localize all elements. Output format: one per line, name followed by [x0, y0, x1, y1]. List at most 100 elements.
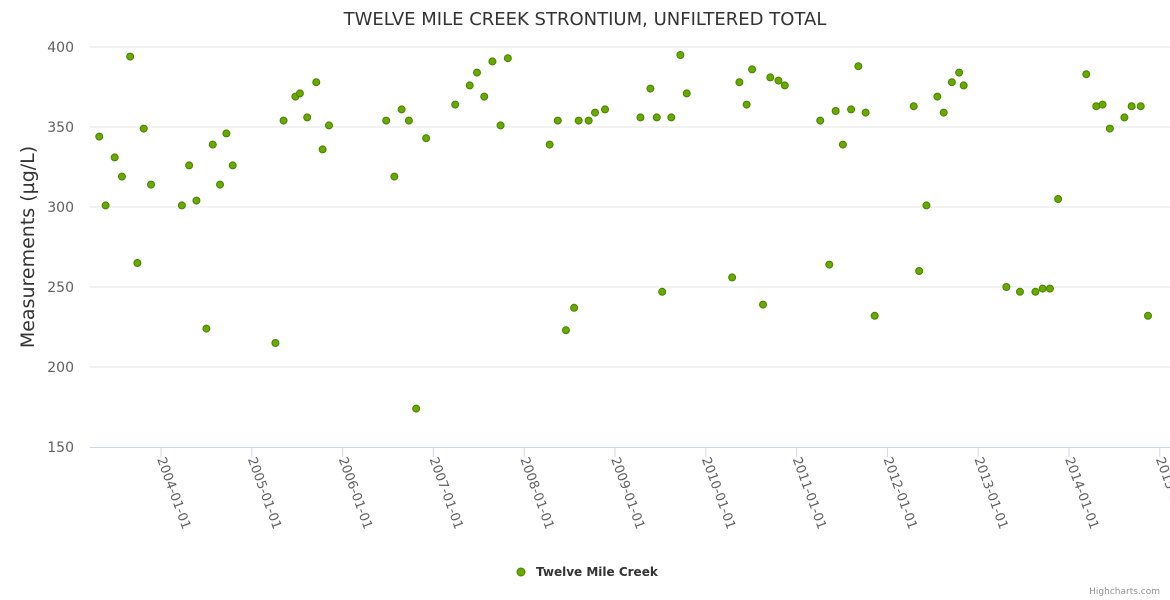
y-tick-label: 200 [47, 360, 74, 376]
y-axis-ticks: 150 200 250 300 350 400 [47, 40, 74, 456]
data-point [735, 78, 744, 87]
data-point [658, 287, 667, 296]
data-point [133, 259, 142, 267]
x-tick-label: 2013-01-01 [970, 455, 1010, 531]
data-point [117, 172, 126, 181]
data-point [185, 161, 194, 170]
data-point [682, 89, 691, 98]
x-tick-label: 2014-01-01 [1061, 455, 1101, 531]
data-point [1031, 287, 1040, 296]
data-point [759, 300, 768, 309]
data-point [271, 339, 280, 347]
y-tick-label: 150 [47, 440, 74, 456]
data-point [1105, 124, 1114, 133]
data-point [480, 92, 489, 101]
data-point [915, 267, 924, 275]
data-point [947, 78, 956, 87]
data-point [318, 145, 327, 154]
data-point [303, 113, 312, 122]
data-point [139, 124, 148, 133]
data-point [95, 132, 104, 141]
data-point [1143, 311, 1152, 320]
data-point [545, 140, 554, 149]
data-point [101, 201, 110, 210]
series-points [95, 51, 1152, 413]
legend-marker [516, 567, 526, 577]
data-point [147, 180, 156, 189]
data-point [667, 113, 676, 122]
x-tick-label: 2011-01-01 [789, 455, 829, 531]
x-tick-label: 2006-01-01 [335, 455, 375, 531]
data-point [933, 92, 942, 101]
data-point [742, 100, 751, 109]
data-point [1054, 195, 1063, 203]
data-point [1015, 287, 1024, 296]
data-point [126, 52, 135, 61]
data-point [177, 201, 186, 210]
grid [90, 46, 1170, 368]
data-point [676, 51, 685, 59]
data-point [1098, 100, 1107, 109]
data-point [496, 121, 505, 130]
data-point [636, 113, 645, 122]
data-point [652, 113, 661, 122]
x-tick-label: 2004-01-01 [153, 455, 193, 531]
data-point [646, 84, 655, 93]
data-point [390, 172, 399, 181]
data-point [222, 129, 231, 138]
credits-link[interactable]: Highcharts.com [1089, 587, 1160, 597]
data-point [816, 116, 825, 125]
data-point [228, 161, 237, 170]
data-point [404, 116, 413, 125]
data-point [870, 311, 879, 320]
data-point [465, 81, 474, 90]
y-axis-title: Measurements (µg/L) [17, 146, 39, 348]
data-point [1082, 70, 1091, 79]
data-point [1038, 284, 1047, 293]
data-point [570, 303, 579, 312]
data-point [766, 73, 775, 82]
data-point [591, 108, 600, 117]
data-point [780, 81, 789, 90]
data-point [110, 153, 119, 162]
data-point [472, 68, 481, 77]
data-point [279, 116, 288, 125]
data-point [847, 105, 856, 114]
data-point [774, 76, 783, 85]
x-axis: 2004-01-01 2005-01-01 2006-01-01 2007-01-01… [90, 447, 1170, 531]
x-tick-label: 2015-01-01 [1152, 455, 1170, 531]
data-point [959, 81, 968, 90]
data-point [922, 201, 931, 210]
data-point [909, 102, 918, 111]
data-point [574, 116, 583, 125]
x-tick-label: 2009-01-01 [607, 455, 647, 531]
y-tick-label: 400 [47, 40, 74, 56]
data-point [831, 107, 840, 115]
data-point [1120, 113, 1129, 122]
data-point [312, 78, 321, 87]
legend-item-twelve-mile-creek[interactable]: Twelve Mile Creek [536, 565, 659, 579]
data-point [861, 108, 870, 117]
x-tick-label: 2012-01-01 [880, 455, 920, 531]
x-tick-label: 2005-01-01 [244, 455, 284, 531]
data-point [748, 65, 757, 74]
data-point [324, 121, 333, 130]
data-point [503, 54, 512, 63]
data-point [854, 62, 863, 71]
data-point [825, 260, 834, 269]
y-tick-label: 250 [47, 280, 74, 296]
chart-title: TWELVE MILE CREEK STRONTIUM, UNFILTERED … [343, 9, 827, 30]
data-point [382, 116, 391, 125]
x-tick-label: 2007-01-01 [426, 455, 466, 531]
data-point [192, 196, 201, 205]
x-tick-label: 2008-01-01 [516, 455, 556, 531]
legend[interactable]: Twelve Mile Creek [516, 565, 659, 579]
data-point [422, 134, 431, 143]
y-tick-label: 300 [47, 200, 74, 216]
y-tick-label: 350 [47, 120, 74, 136]
x-tick-label: 2010-01-01 [698, 455, 738, 531]
data-point [208, 140, 217, 149]
data-point [553, 116, 562, 125]
data-point [955, 68, 964, 77]
